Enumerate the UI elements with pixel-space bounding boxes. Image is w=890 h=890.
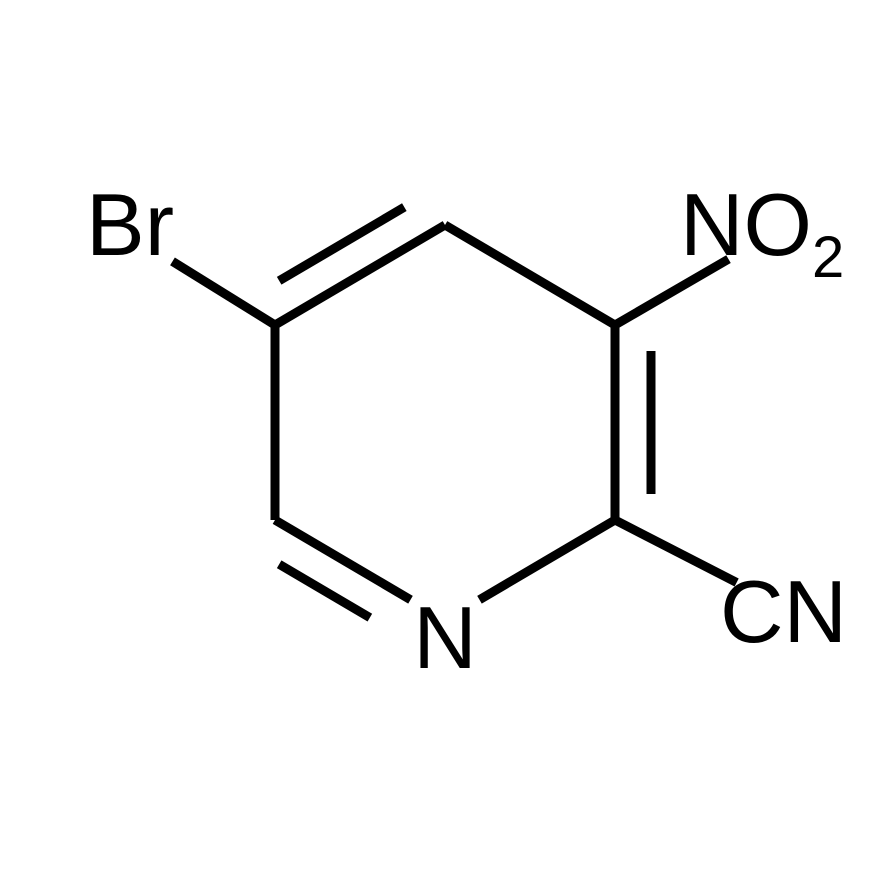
atom-label-no2: NO2 (680, 175, 844, 290)
chemical-structure-diagram: N Br NO2 CN (0, 0, 890, 890)
atom-label-cn: CN (720, 562, 847, 661)
atom-label-br: Br (86, 175, 174, 274)
molecule-svg: N Br NO2 CN (0, 0, 890, 890)
atom-label-n_ring: N (413, 588, 477, 687)
